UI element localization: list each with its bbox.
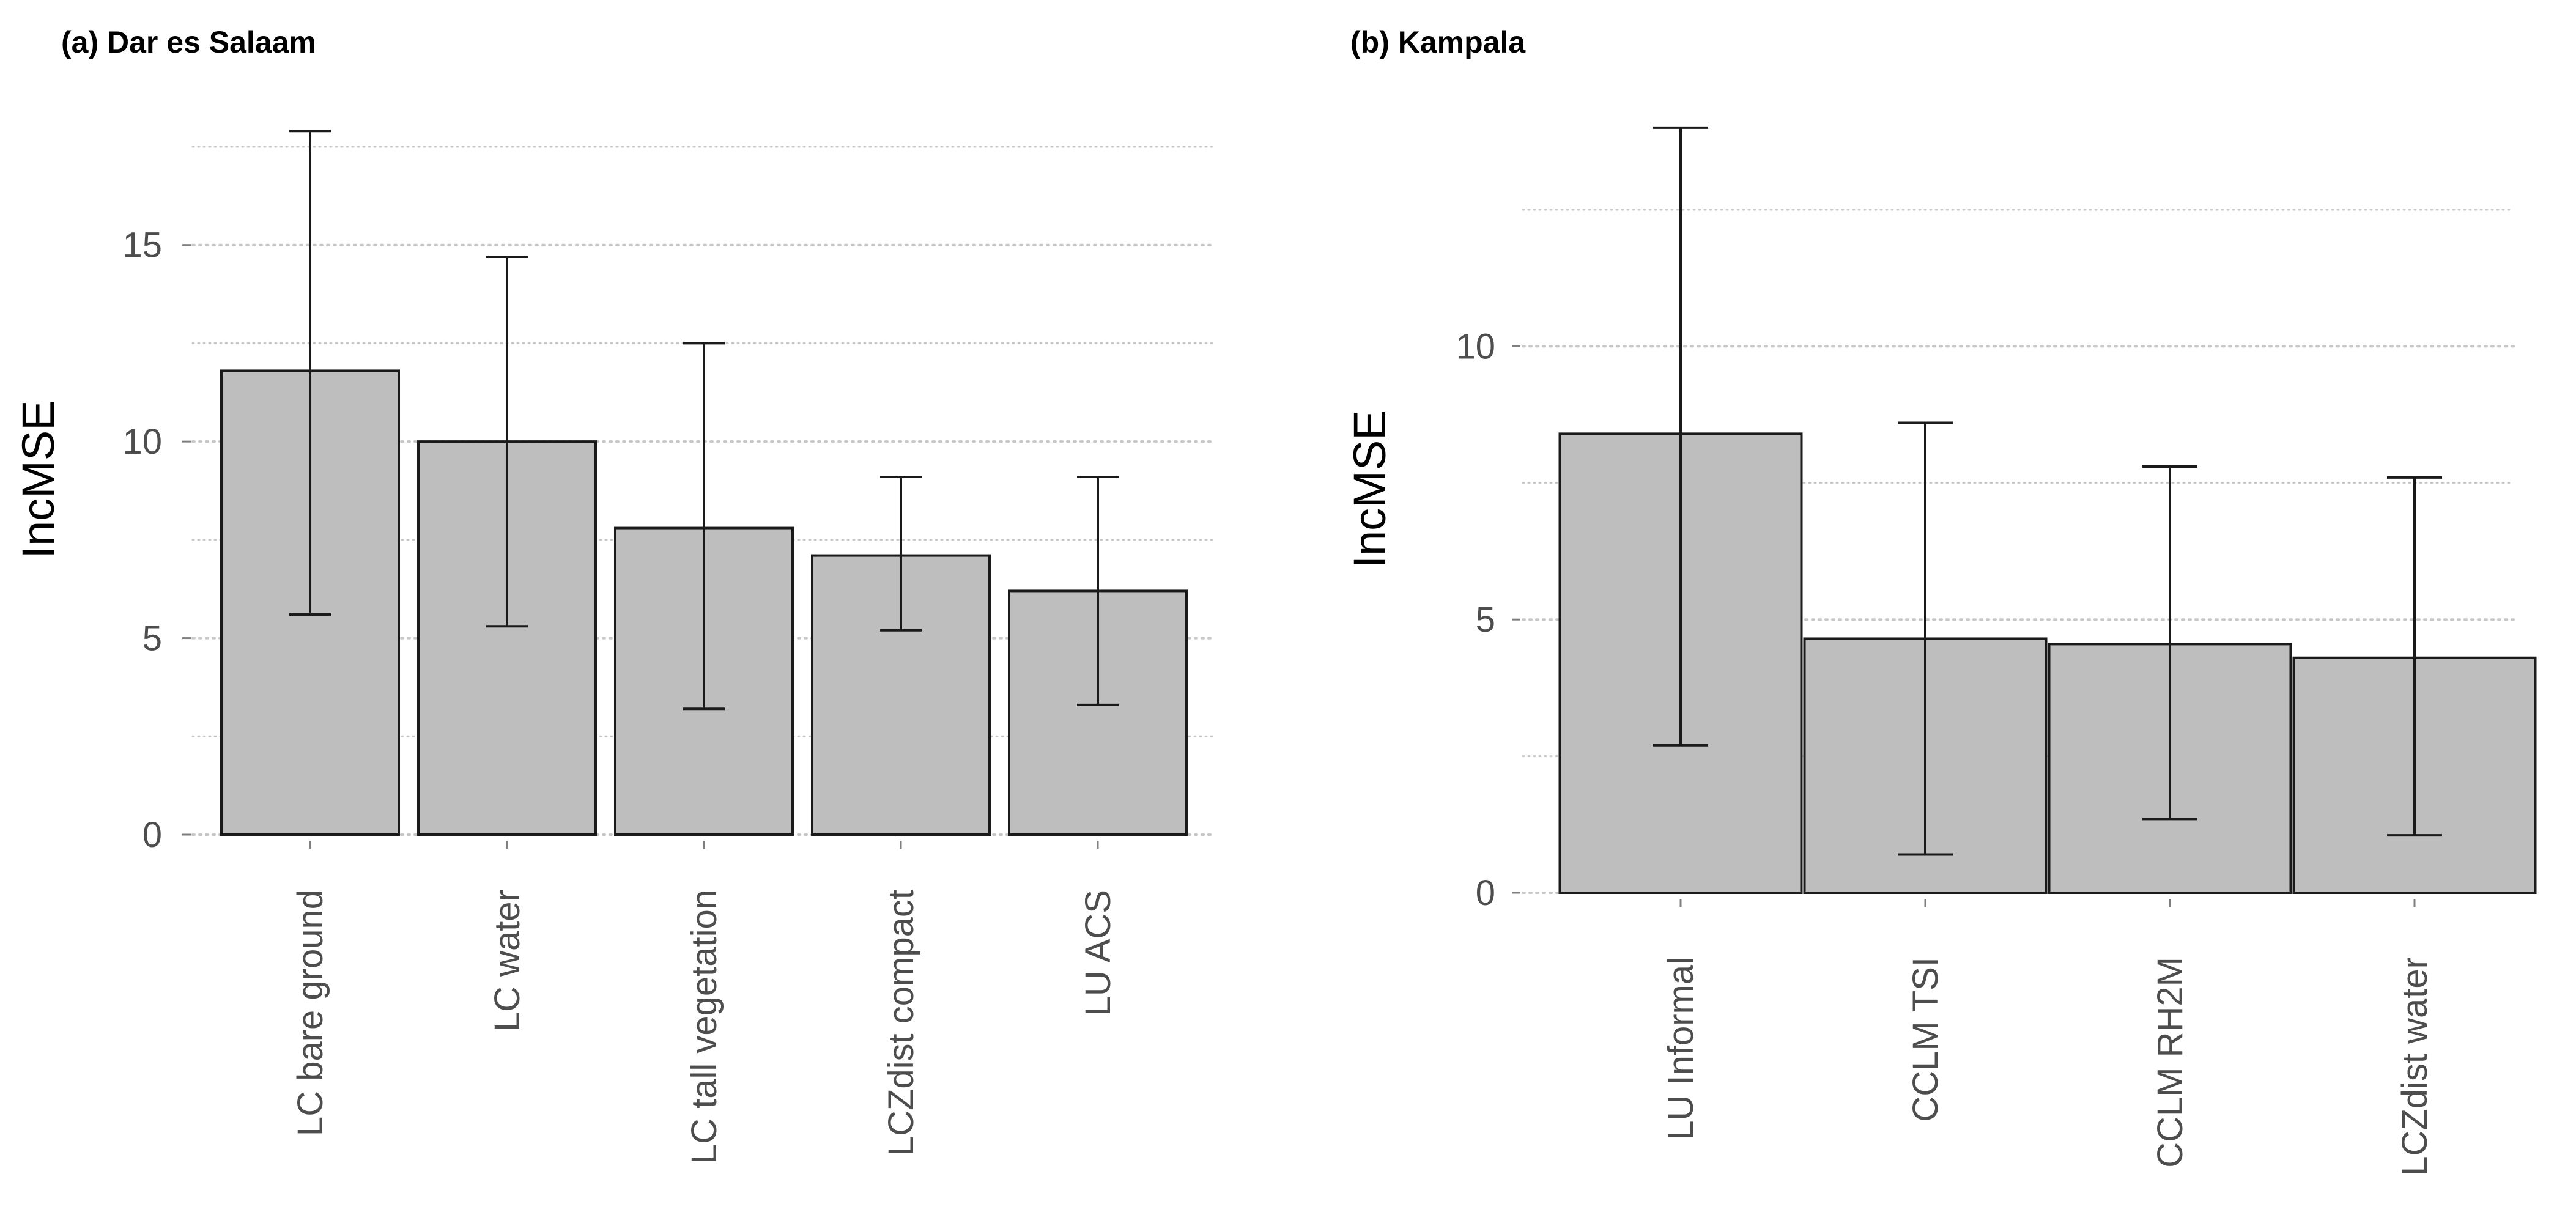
x-category-label: LCZdist compact	[881, 890, 921, 1156]
panel-title: (a) Dar es Salaam	[61, 25, 316, 59]
error-bar	[1898, 421, 1953, 856]
x-category-label: LC water	[487, 890, 527, 1032]
y-tick-label: 5	[1476, 600, 1495, 640]
y-tick-label: 5	[142, 619, 162, 659]
x-category-label: CCLM RH2M	[2150, 957, 2190, 1168]
y-axis-title: IncMSE	[13, 400, 64, 558]
y-axis-title: IncMSE	[1344, 410, 1395, 568]
y-tick-label: 0	[142, 815, 162, 855]
error-bar	[2387, 476, 2442, 837]
x-category-label: LC bare ground	[291, 890, 330, 1136]
error-bar	[2142, 465, 2197, 821]
x-category-label: LU ACS	[1078, 890, 1118, 1016]
y-tick-label: 10	[1456, 327, 1495, 366]
x-category-label: LU Informal	[1661, 957, 1701, 1140]
error-bar	[486, 256, 528, 628]
error-bar	[1077, 476, 1119, 706]
x-category-label: LC tall vegetation	[684, 890, 724, 1164]
error-bar	[1653, 126, 1708, 747]
error-bar	[683, 342, 725, 711]
y-tick-label: 10	[122, 422, 162, 462]
error-bar	[880, 476, 922, 632]
panel-kampala: (b) Kampala IncMSE 0 5 10 LU Informal CCLM …	[1344, 25, 2537, 1176]
panel-dar-es-salaam: (a) Dar es Salaam IncMSE 0 5 10 15 LC bare …	[13, 25, 1215, 1164]
error-bar	[289, 130, 331, 616]
x-category-label: LCZdist water	[2395, 957, 2435, 1176]
panel-title: (b) Kampala	[1350, 25, 1526, 59]
y-tick-label: 0	[1476, 873, 1495, 913]
y-tick-label: 15	[122, 226, 162, 265]
x-category-label: CCLM TSI	[1906, 957, 1945, 1122]
